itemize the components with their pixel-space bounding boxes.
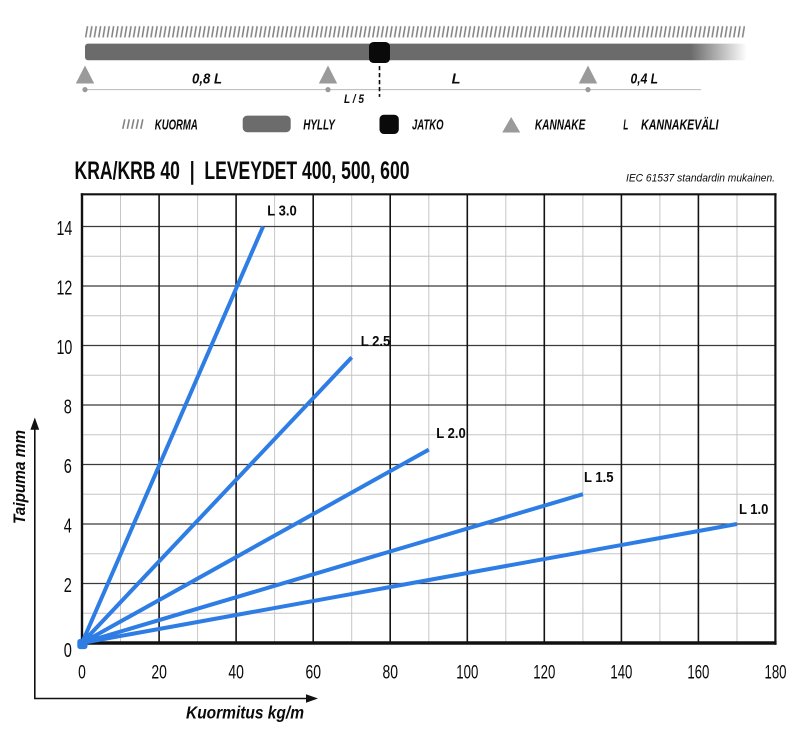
svg-text:0,4 L: 0,4 L (631, 72, 659, 88)
svg-text:80: 80 (382, 662, 398, 683)
svg-text:JATKO: JATKO (412, 117, 444, 133)
svg-text:2: 2 (64, 574, 72, 597)
svg-text:L 1.0: L 1.0 (739, 501, 769, 518)
svg-text:Taipuma mm: Taipuma mm (10, 430, 29, 524)
svg-text:20: 20 (151, 662, 167, 683)
svg-text:KANNAKEVÄLI: KANNAKEVÄLI (641, 116, 719, 133)
svg-text:0: 0 (64, 639, 72, 662)
svg-text:180: 180 (765, 662, 787, 683)
svg-text:120: 120 (533, 662, 555, 683)
svg-text:14: 14 (57, 217, 73, 240)
svg-text:10: 10 (57, 336, 73, 359)
svg-text:HYLLY: HYLLY (303, 117, 336, 133)
svg-text:0: 0 (78, 662, 86, 683)
svg-text:0,8 L: 0,8 L (192, 72, 222, 88)
svg-text:6: 6 (64, 455, 72, 478)
svg-text:L 2.5: L 2.5 (361, 333, 391, 350)
svg-text:60: 60 (305, 662, 321, 683)
svg-text:KUORMA: KUORMA (155, 117, 198, 133)
svg-text:100: 100 (456, 662, 478, 683)
svg-text:12: 12 (57, 277, 73, 300)
svg-text:L 2.0: L 2.0 (436, 425, 466, 442)
svg-text:IEC 61537 standardin mukainen.: IEC 61537 standardin mukainen. (626, 173, 775, 185)
svg-text:4: 4 (64, 515, 72, 538)
svg-text:KRA/KRB 40 | LEVEYDET 400, 5: KRA/KRB 40 | LEVEYDET 400, 500, 600 (75, 157, 410, 185)
svg-text:L: L (452, 72, 461, 88)
svg-text:L: L (623, 117, 628, 133)
svg-text:L / 5: L / 5 (344, 94, 365, 106)
svg-text:40: 40 (228, 662, 244, 683)
svg-text:140: 140 (610, 662, 632, 683)
svg-text:8: 8 (64, 396, 72, 419)
svg-text:160: 160 (687, 662, 709, 683)
svg-text:Kuormitus kg/m: Kuormitus kg/m (186, 703, 304, 723)
svg-text:L 3.0: L 3.0 (267, 202, 297, 219)
svg-text:L 1.5: L 1.5 (584, 469, 614, 486)
svg-text:KANNAKE: KANNAKE (535, 117, 586, 133)
